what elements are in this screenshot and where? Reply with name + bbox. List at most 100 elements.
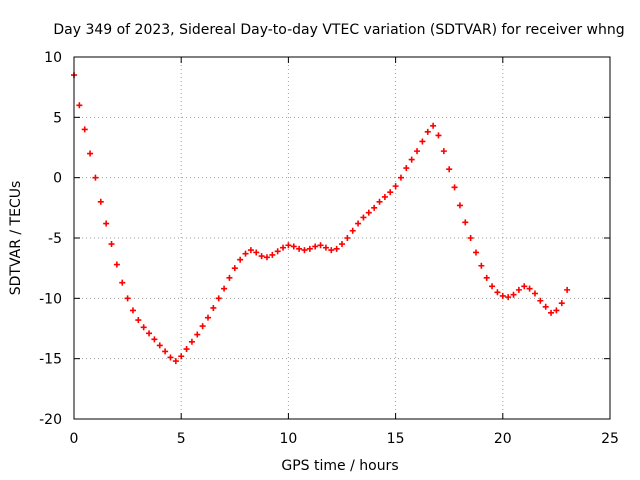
data-point (537, 297, 544, 304)
data-point (419, 138, 426, 145)
y-tick-label: -5 (48, 231, 62, 247)
data-point (280, 244, 287, 251)
x-tick-label: 10 (279, 431, 297, 447)
data-point (451, 184, 458, 191)
data-point (339, 241, 345, 248)
data-point (231, 265, 238, 272)
data-point (473, 249, 479, 256)
data-point (113, 261, 120, 268)
data-point (558, 300, 565, 307)
data-point (317, 242, 324, 249)
x-tick-label: 25 (601, 431, 619, 447)
data-point (221, 285, 228, 292)
grid (74, 57, 610, 419)
x-tick-label: 5 (177, 431, 186, 447)
data-point (515, 286, 522, 293)
data-point (103, 220, 110, 227)
y-tick-label: -15 (39, 352, 62, 368)
data-point (424, 128, 431, 135)
data-point (403, 165, 410, 172)
data-point (290, 243, 297, 250)
data-point (467, 235, 474, 241)
data-point (167, 354, 174, 361)
axis-ticks (73, 56, 611, 420)
y-tick-label: 10 (44, 50, 62, 66)
data-point (140, 324, 147, 331)
data-point (542, 303, 549, 310)
data-point (548, 309, 555, 316)
data-point (553, 307, 560, 314)
data-point (172, 358, 179, 365)
data-point (435, 132, 442, 139)
data-point (505, 294, 512, 301)
data-point (440, 148, 447, 155)
data-point (387, 189, 394, 196)
data-point (360, 214, 367, 221)
data-point (414, 148, 421, 155)
data-point (365, 209, 372, 216)
data-point (215, 295, 222, 302)
data-point (124, 295, 131, 302)
data-point (510, 291, 517, 298)
data-point (135, 317, 142, 324)
data-point (274, 248, 281, 255)
data-point (306, 245, 313, 252)
data-point (489, 283, 496, 290)
data-point (178, 353, 185, 360)
tick-labels: 0 5 10 15 20 25 -20 -15 -10 -5 0 5 10 (39, 50, 619, 447)
data-point (183, 346, 190, 353)
data-point (269, 251, 276, 258)
data-point (76, 102, 83, 109)
data-point (430, 122, 437, 129)
data-point (146, 330, 153, 337)
data-point (499, 292, 506, 299)
data-point (521, 283, 528, 290)
data-point (129, 307, 136, 314)
data-point (456, 202, 463, 209)
data-point (156, 342, 163, 349)
data-point (205, 314, 211, 321)
data-point (355, 220, 362, 227)
data-point (526, 285, 533, 292)
y-tick-label: -10 (39, 291, 62, 307)
y-tick-label: 5 (53, 110, 62, 126)
data-point (151, 336, 158, 343)
data-point (92, 174, 99, 181)
data-point (344, 235, 351, 241)
data-point (97, 198, 104, 205)
data-point (285, 242, 292, 249)
data-point (564, 286, 571, 293)
x-tick-label: 0 (70, 431, 79, 447)
data-point (446, 166, 453, 173)
data-point (381, 193, 388, 200)
x-tick-label: 20 (494, 431, 512, 447)
y-axis-title: SDTVAR / TECUs (8, 181, 24, 296)
data-point (210, 304, 217, 311)
data-point (494, 289, 501, 296)
data-point (483, 274, 490, 281)
data-point (199, 323, 206, 330)
data-point (108, 241, 115, 248)
y-tick-label: -20 (39, 412, 62, 428)
data-point (397, 174, 404, 181)
data-point (478, 262, 485, 269)
data-point (237, 256, 244, 263)
data-point (376, 198, 383, 205)
data-point (333, 245, 340, 252)
data-point (462, 219, 469, 226)
data-point (119, 279, 126, 286)
data-point (226, 274, 233, 281)
data-point (328, 247, 335, 254)
x-tick-label: 15 (387, 431, 405, 447)
x-axis-title: GPS time / hours (281, 458, 398, 474)
data-point (349, 227, 356, 234)
data-point (322, 244, 329, 251)
data-point (194, 331, 201, 338)
data-point (81, 126, 88, 133)
data-point (247, 247, 254, 254)
data-point (371, 204, 378, 211)
data-point (296, 245, 303, 252)
y-tick-label: 0 (53, 171, 62, 187)
